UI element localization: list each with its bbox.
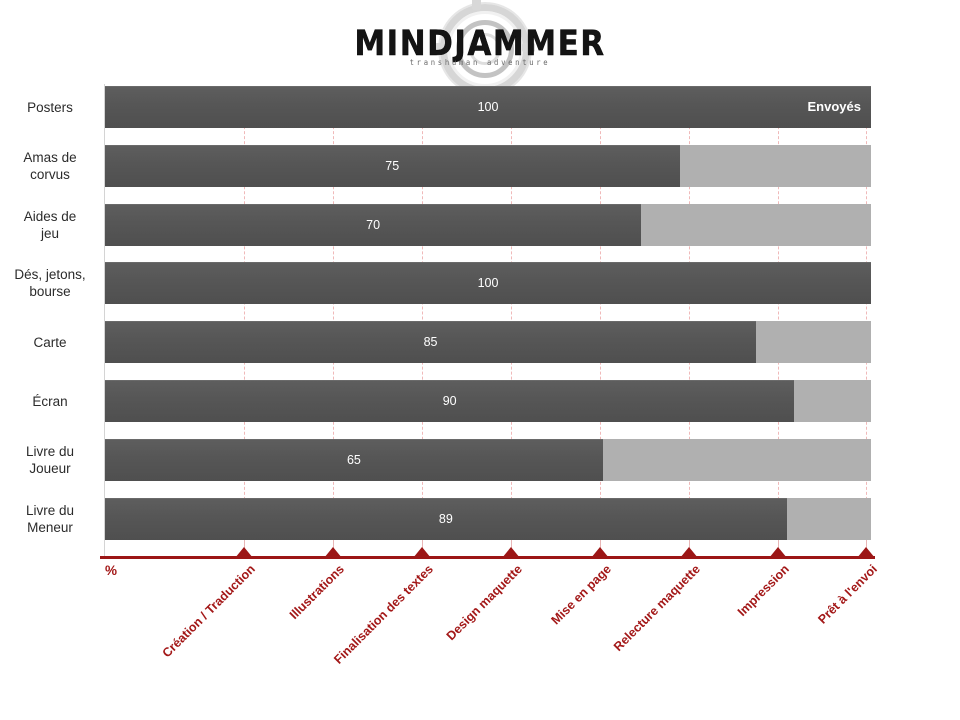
tick-stem: [688, 540, 690, 549]
category-label: Aides de jeu: [0, 208, 100, 242]
milestone-label: Illustrations: [287, 562, 348, 622]
category-label: Écran: [0, 393, 100, 410]
category-label-line: Livre du: [25, 502, 75, 518]
milestone-label: Création / Traduction: [160, 562, 259, 661]
milestone-marker-icon[interactable]: [857, 547, 876, 558]
logo-tagline: transhuman adventure: [409, 58, 551, 67]
milestone-marker-icon[interactable]: [679, 547, 698, 558]
milestone-label: Prêt à l'envoi: [815, 562, 881, 627]
category-label: Posters: [0, 99, 100, 116]
bar-progress[interactable]: [105, 497, 787, 540]
bar-row[interactable]: 90: [105, 380, 871, 422]
milestone-label: Impression: [734, 562, 792, 620]
tick-stem: [866, 540, 868, 549]
category-label: Livre du Meneur: [0, 502, 100, 536]
category-label-line: Écran: [32, 393, 68, 409]
gridline: [866, 86, 868, 555]
gear-tooth: [435, 43, 448, 52]
gridline: [777, 86, 779, 555]
category-label: Dés, jetons, bourse: [0, 266, 100, 300]
bar-progress[interactable]: [105, 438, 603, 481]
bar-row[interactable]: 100: [105, 262, 871, 305]
bar-row[interactable]: 65: [105, 438, 871, 481]
category-label: Carte: [0, 334, 100, 351]
milestone-marker-icon[interactable]: [413, 547, 432, 558]
category-label-line: Dés, jetons,: [14, 267, 86, 283]
bar-row[interactable]: 75: [105, 144, 871, 187]
logo-wordmark: MINDJAMMER: [354, 23, 606, 65]
milestone-marker-icon[interactable]: [324, 547, 343, 558]
gridline: [333, 86, 335, 555]
category-label-line: bourse: [29, 284, 71, 300]
milestone-marker-icon[interactable]: [768, 547, 787, 558]
bar-progress[interactable]: [105, 380, 795, 422]
bar-row[interactable]: 70: [105, 203, 871, 246]
tick-stem: [244, 540, 246, 549]
bar-row[interactable]: 100 Envoyés: [105, 86, 871, 128]
gridline: [599, 86, 601, 555]
category-label-line: jeu: [40, 225, 59, 241]
bar-row[interactable]: 89: [105, 497, 871, 540]
category-label-line: Livre du: [25, 443, 75, 459]
category-label-line: Posters: [27, 99, 73, 115]
tick-stem: [422, 540, 424, 549]
gridline: [244, 86, 246, 555]
x-axis-line: [100, 556, 875, 559]
tick-stem: [777, 540, 779, 549]
bar-progress[interactable]: [105, 86, 871, 128]
bar-row[interactable]: 85: [105, 321, 871, 364]
category-label-line: Joueur: [29, 460, 71, 476]
milestone-label: Design maquette: [443, 562, 525, 644]
bar-progress[interactable]: [105, 203, 642, 246]
milestone-marker-icon[interactable]: [501, 547, 520, 558]
logo-area: MINDJAMMER transhuman adventure: [0, 0, 960, 101]
y-axis-line: [104, 84, 105, 557]
tick-stem: [333, 540, 335, 549]
tick-stem: [599, 540, 601, 549]
milestone-marker-icon[interactable]: [235, 547, 254, 558]
gear-tooth: [472, 0, 481, 10]
milestone-label: Relecture maquette: [610, 562, 703, 654]
gridline: [688, 86, 690, 555]
category-label-line: corvus: [30, 166, 70, 182]
gear-tooth: [522, 43, 535, 52]
bar-progress[interactable]: [105, 321, 757, 364]
category-label: Amas de corvus: [0, 149, 100, 183]
tick-stem: [510, 540, 512, 549]
category-label-line: Aides de: [23, 208, 77, 224]
gridline: [422, 86, 424, 555]
milestone-label: Finalisation des textes: [331, 562, 437, 667]
gridline: [510, 86, 512, 555]
bar-progress[interactable]: [105, 144, 680, 187]
category-label-line: Amas de: [23, 149, 77, 165]
milestone-label: Mise en page: [548, 562, 614, 628]
category-label: Livre du Joueur: [0, 443, 100, 477]
plot-area: 100 Envoyés 75 70 100 85 90 65 89: [105, 86, 871, 555]
x-axis-unit-label: %: [105, 563, 118, 578]
category-label-line: Meneur: [27, 519, 73, 535]
bar-progress[interactable]: [105, 262, 871, 305]
mindjammer-logo: MINDJAMMER transhuman adventure: [340, 0, 620, 101]
category-label-line: Carte: [33, 334, 67, 350]
milestone-marker-icon[interactable]: [590, 547, 609, 558]
